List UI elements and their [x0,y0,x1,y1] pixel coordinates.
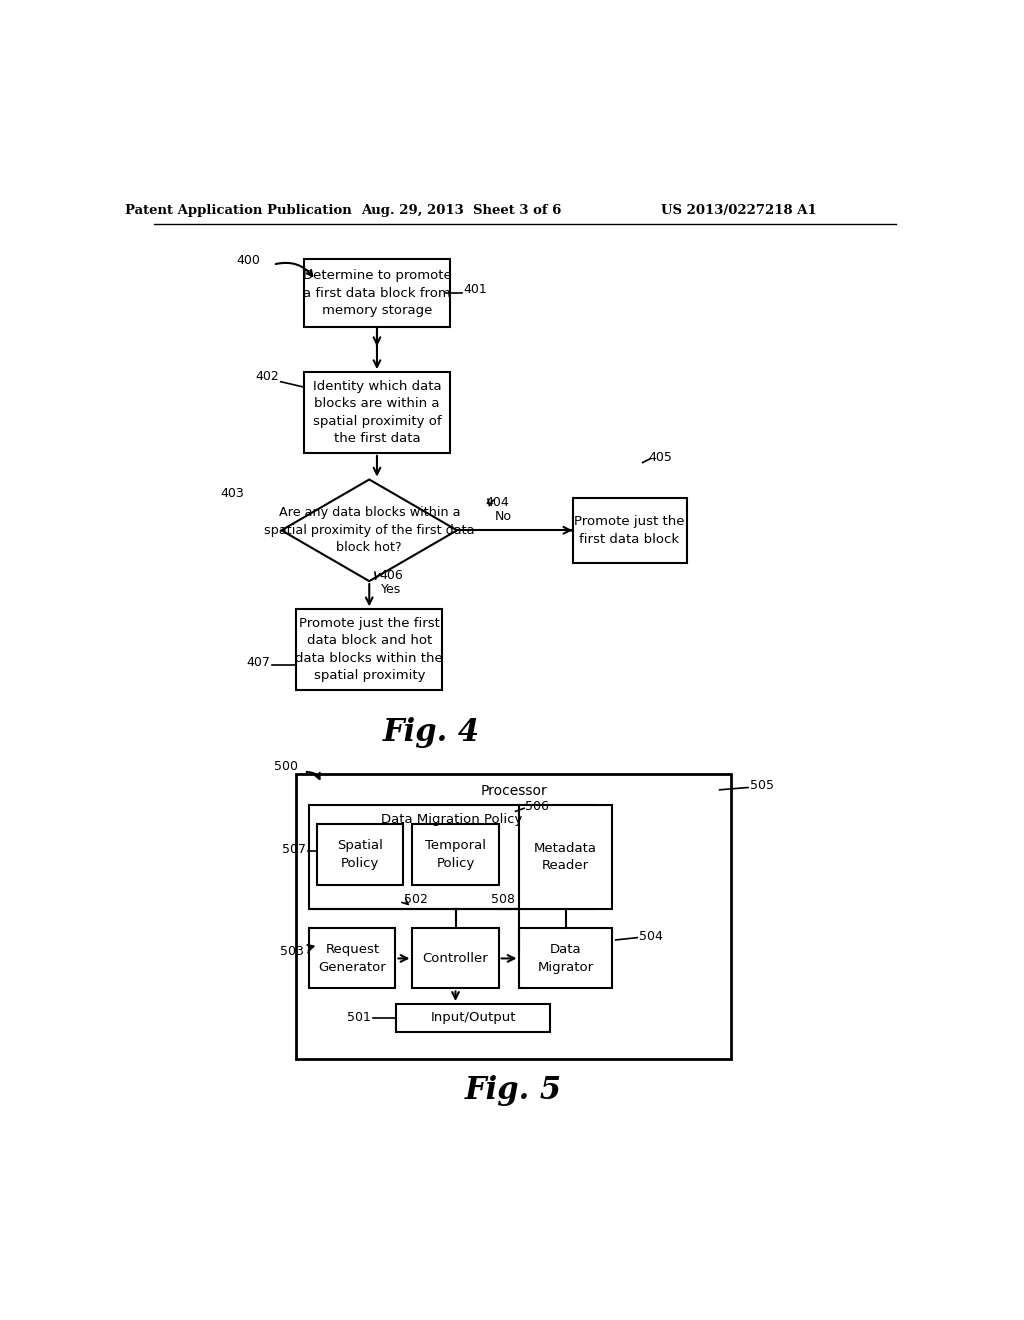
Bar [572,498,686,564]
Text: 505: 505 [750,779,774,792]
Bar [413,825,499,884]
Bar [396,1005,550,1032]
Bar [296,775,731,1059]
Text: Are any data blocks within a
spatial proximity of the first data
block hot?: Are any data blocks within a spatial pro… [264,507,474,554]
Text: 501: 501 [347,1011,371,1024]
Text: 402: 402 [255,370,280,383]
Bar [316,825,403,884]
Text: Data Migration Policy: Data Migration Policy [381,813,522,825]
Bar [309,805,594,909]
Text: 502: 502 [403,892,428,906]
Bar [296,610,442,690]
Text: US 2013/0227218 A1: US 2013/0227218 A1 [660,205,817,218]
Text: Yes: Yes [381,583,401,597]
Text: No: No [495,510,512,523]
Bar [309,928,395,989]
Bar [413,928,499,989]
Text: 405: 405 [648,450,672,463]
Text: Spatial
Policy: Spatial Policy [337,840,383,870]
Text: Request
Generator: Request Generator [318,944,386,974]
Text: 401: 401 [463,282,487,296]
Text: 404: 404 [485,496,509,510]
Text: Processor: Processor [480,784,547,799]
Text: 500: 500 [274,760,298,774]
Text: 504: 504 [639,929,663,942]
Text: Data
Migrator: Data Migrator [538,944,594,974]
Text: 508: 508 [490,892,515,906]
Text: 503: 503 [280,945,304,958]
Text: Metadata
Reader: Metadata Reader [535,842,597,873]
Text: Fig. 5: Fig. 5 [465,1074,562,1106]
Text: 406: 406 [379,569,403,582]
Bar [304,372,451,453]
Bar [304,259,451,327]
Text: 507: 507 [283,842,306,855]
Text: 403: 403 [221,487,245,500]
Text: Controller: Controller [423,952,488,965]
Bar [519,805,611,909]
Text: Fig. 4: Fig. 4 [382,717,479,747]
Text: Promote just the first
data block and hot
data blocks within the
spatial proximi: Promote just the first data block and ho… [295,616,443,682]
Text: Temporal
Policy: Temporal Policy [425,840,486,870]
Text: Determine to promote
a first data block from
memory storage: Determine to promote a first data block … [302,269,452,317]
Text: 506: 506 [524,800,549,813]
Text: Aug. 29, 2013  Sheet 3 of 6: Aug. 29, 2013 Sheet 3 of 6 [361,205,562,218]
Text: 400: 400 [237,255,260,268]
Text: Patent Application Publication: Patent Application Publication [125,205,351,218]
Polygon shape [282,479,457,581]
Text: Promote just the
first data block: Promote just the first data block [574,515,685,545]
Text: Identity which data
blocks are within a
spatial proximity of
the first data: Identity which data blocks are within a … [312,380,441,445]
Text: 407: 407 [247,656,270,669]
Bar [519,928,611,989]
Text: Input/Output: Input/Output [430,1011,516,1024]
